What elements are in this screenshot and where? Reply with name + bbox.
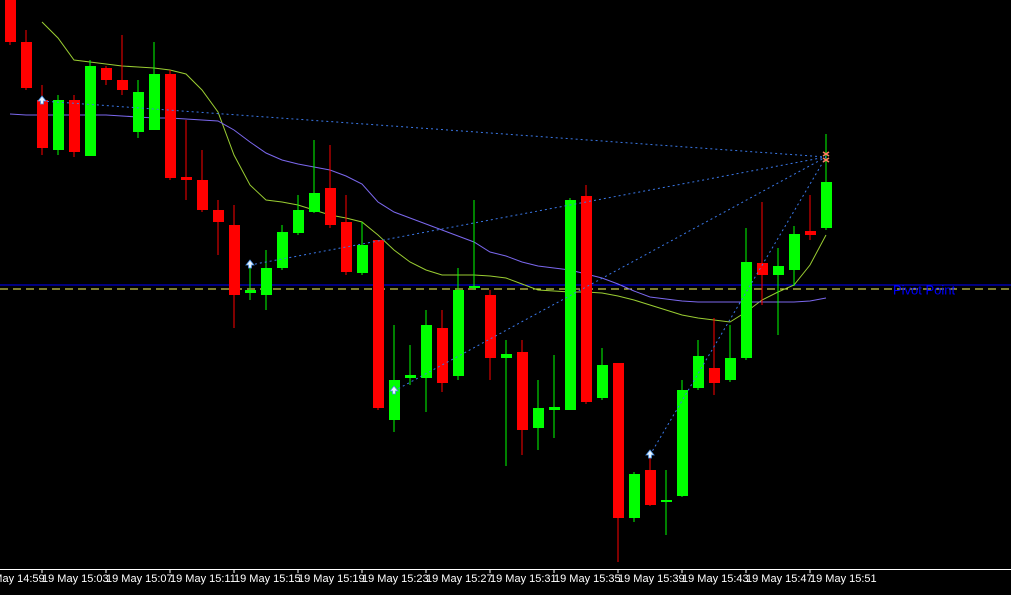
trade-arrow (389, 385, 399, 395)
candle-body (341, 222, 352, 272)
x-tick-label: 19 May 15:23 (362, 573, 429, 585)
pivot-label: Pivot Point (893, 282, 956, 297)
candle-body (485, 295, 496, 358)
trade-line (393, 156, 827, 392)
x-tick-label: 19 May 15:35 (554, 573, 621, 585)
candle-body (549, 407, 560, 410)
candle-body (85, 66, 96, 156)
candle-body (757, 263, 768, 275)
candle-body (5, 0, 16, 42)
moving-average (9, 113, 827, 303)
candle-body (533, 408, 544, 428)
x-tick-label: 19 May 15:43 (682, 573, 749, 585)
candle-body (581, 196, 592, 402)
trade-arrow (245, 259, 255, 269)
candle-body (597, 365, 608, 398)
candle-body (197, 180, 208, 210)
candle-body (277, 232, 288, 268)
close-mark (822, 151, 830, 163)
candle-body (357, 245, 368, 273)
candle-body (437, 328, 448, 383)
x-tick-label: 19 May 15:07 (106, 573, 173, 585)
trade-arrow (37, 95, 47, 105)
candle-body (677, 390, 688, 496)
candle-body (213, 210, 224, 222)
candle-body (309, 193, 320, 212)
x-tick-label: 19 May 14:59 (0, 573, 45, 585)
candle-body (773, 266, 784, 275)
candle-body (517, 352, 528, 430)
candle-body (261, 268, 272, 295)
candle-body (165, 74, 176, 178)
candle-body (37, 100, 48, 148)
x-tick-label: 19 May 15:47 (746, 573, 813, 585)
x-tick-label: 19 May 15:19 (298, 573, 365, 585)
candle-body (117, 80, 128, 90)
candle-body (565, 200, 576, 410)
candle-body (245, 290, 256, 293)
candle-body (741, 262, 752, 358)
candle-body (469, 286, 480, 288)
candle-body (229, 225, 240, 295)
candle-body (501, 354, 512, 358)
candle-body (181, 177, 192, 180)
candle-body (405, 375, 416, 378)
candle-body (805, 231, 816, 235)
x-tick-label: 19 May 15:11 (170, 573, 236, 585)
candle-body (149, 74, 160, 130)
candle-body (709, 368, 720, 383)
candle-body (133, 92, 144, 132)
trade-line (41, 100, 827, 158)
candle-body (389, 380, 400, 420)
candle-body (453, 290, 464, 376)
x-tick-label: 19 May 15:51 (810, 573, 877, 585)
trade-arrow (645, 449, 655, 459)
x-tick-label: 19 May 15:27 (426, 573, 493, 585)
candle-body (373, 240, 384, 408)
candle-body (325, 188, 336, 225)
candle-body (21, 42, 32, 88)
candle-body (821, 182, 832, 228)
candle-body (293, 210, 304, 233)
x-tick-label: 19 May 15:03 (42, 573, 109, 585)
x-tick-label: 19 May 15:39 (618, 573, 685, 585)
candle-body (789, 234, 800, 270)
candle-body (101, 68, 112, 80)
candle-body (613, 363, 624, 518)
candle-body (421, 325, 432, 378)
candle-body (629, 474, 640, 518)
candle-body (645, 470, 656, 505)
candle-body (69, 100, 80, 152)
candle-body (661, 500, 672, 502)
x-tick-label: 19 May 15:15 (234, 573, 301, 585)
candle-body (725, 358, 736, 380)
x-tick-label: 19 May 15:31 (490, 573, 557, 585)
moving-average (41, 21, 827, 323)
candle-body (53, 100, 64, 150)
